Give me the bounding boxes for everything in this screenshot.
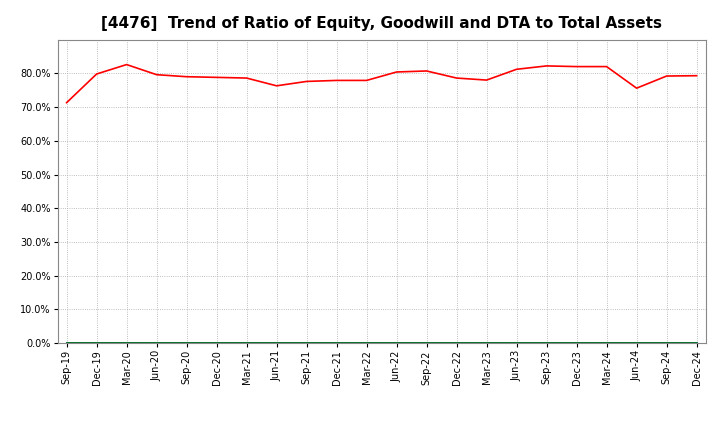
Equity	[662, 73, 671, 79]
Goodwill	[693, 341, 701, 346]
Equity	[452, 75, 461, 81]
Equity	[482, 77, 491, 83]
Equity	[182, 74, 191, 79]
Deferred Tax Assets	[272, 341, 281, 346]
Goodwill	[452, 341, 461, 346]
Goodwill	[153, 341, 161, 346]
Deferred Tax Assets	[602, 341, 611, 346]
Title: [4476]  Trend of Ratio of Equity, Goodwill and DTA to Total Assets: [4476] Trend of Ratio of Equity, Goodwil…	[101, 16, 662, 32]
Deferred Tax Assets	[302, 341, 311, 346]
Goodwill	[212, 341, 221, 346]
Equity	[392, 70, 401, 75]
Goodwill	[62, 341, 71, 346]
Deferred Tax Assets	[693, 341, 701, 346]
Deferred Tax Assets	[333, 341, 341, 346]
Deferred Tax Assets	[362, 341, 371, 346]
Goodwill	[182, 341, 191, 346]
Deferred Tax Assets	[242, 341, 251, 346]
Goodwill	[572, 341, 581, 346]
Goodwill	[333, 341, 341, 346]
Goodwill	[632, 341, 641, 346]
Equity	[602, 64, 611, 69]
Goodwill	[662, 341, 671, 346]
Deferred Tax Assets	[212, 341, 221, 346]
Deferred Tax Assets	[542, 341, 551, 346]
Equity	[572, 64, 581, 69]
Deferred Tax Assets	[392, 341, 401, 346]
Deferred Tax Assets	[153, 341, 161, 346]
Equity	[153, 72, 161, 77]
Deferred Tax Assets	[422, 341, 431, 346]
Equity	[632, 85, 641, 91]
Goodwill	[392, 341, 401, 346]
Deferred Tax Assets	[62, 341, 71, 346]
Goodwill	[122, 341, 131, 346]
Goodwill	[272, 341, 281, 346]
Goodwill	[362, 341, 371, 346]
Deferred Tax Assets	[513, 341, 521, 346]
Deferred Tax Assets	[662, 341, 671, 346]
Deferred Tax Assets	[182, 341, 191, 346]
Line: Equity: Equity	[66, 65, 697, 103]
Equity	[62, 100, 71, 105]
Deferred Tax Assets	[92, 341, 101, 346]
Equity	[272, 83, 281, 88]
Equity	[513, 66, 521, 72]
Equity	[362, 78, 371, 83]
Deferred Tax Assets	[632, 341, 641, 346]
Goodwill	[242, 341, 251, 346]
Goodwill	[513, 341, 521, 346]
Equity	[422, 68, 431, 73]
Goodwill	[482, 341, 491, 346]
Goodwill	[542, 341, 551, 346]
Equity	[122, 62, 131, 67]
Deferred Tax Assets	[452, 341, 461, 346]
Deferred Tax Assets	[572, 341, 581, 346]
Equity	[242, 75, 251, 81]
Equity	[542, 63, 551, 69]
Equity	[302, 79, 311, 84]
Deferred Tax Assets	[122, 341, 131, 346]
Equity	[693, 73, 701, 78]
Deferred Tax Assets	[482, 341, 491, 346]
Goodwill	[92, 341, 101, 346]
Goodwill	[602, 341, 611, 346]
Equity	[92, 71, 101, 77]
Goodwill	[302, 341, 311, 346]
Equity	[333, 78, 341, 83]
Goodwill	[422, 341, 431, 346]
Equity	[212, 75, 221, 80]
